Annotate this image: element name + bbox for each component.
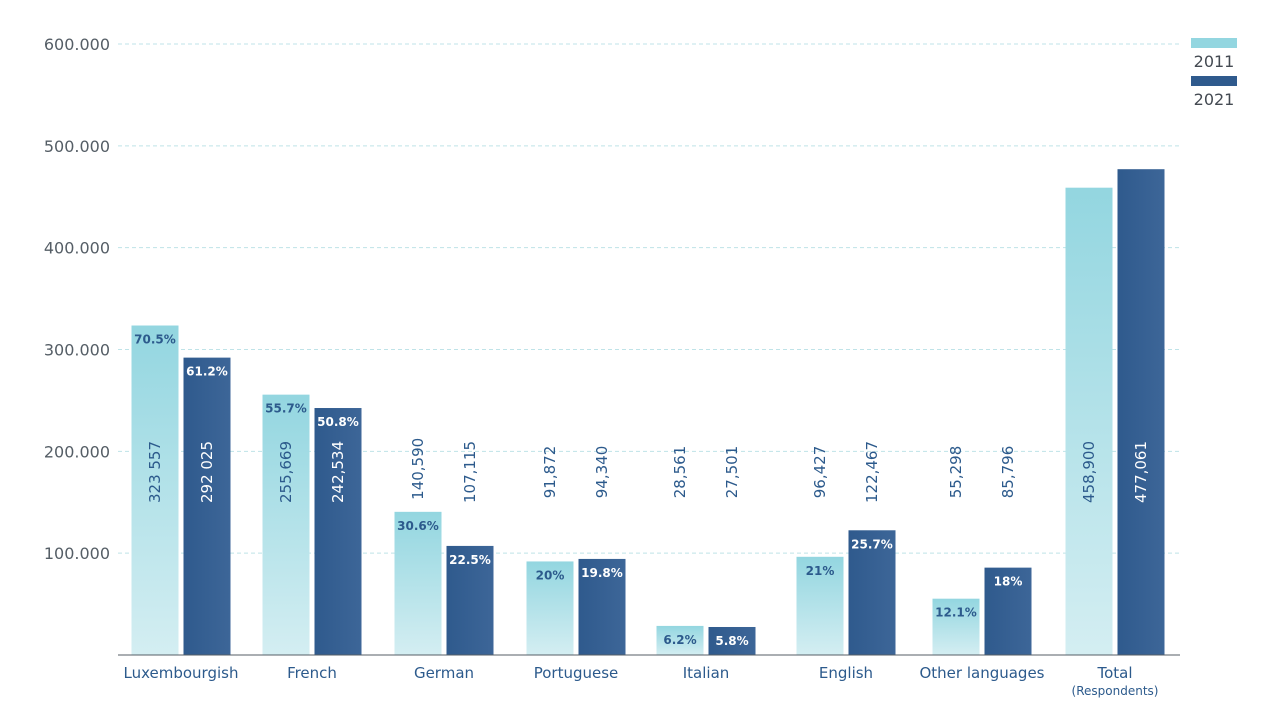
value-label: 94,340	[593, 446, 611, 499]
percent-label: 70.5%	[134, 333, 176, 347]
category-label: Other languages	[919, 664, 1044, 682]
percent-label: 18%	[994, 575, 1023, 589]
category-label: French	[287, 664, 337, 682]
legend-label: 2011	[1194, 52, 1235, 71]
y-tick-label: 300.000	[44, 341, 110, 360]
percent-label: 30.6%	[397, 519, 439, 533]
percent-label: 50.8%	[317, 415, 359, 429]
legend: 2011 2021	[1191, 38, 1237, 109]
bar-2021-other-languages	[984, 567, 1032, 655]
bar-2011-english	[796, 556, 844, 655]
y-tick-label: 100.000	[44, 544, 110, 563]
percent-label: 6.2%	[663, 633, 696, 647]
category-label: Total	[1096, 664, 1132, 682]
value-label: 242,534	[329, 441, 347, 503]
percent-label: 19.8%	[581, 566, 623, 580]
percent-label: 61.2%	[186, 365, 228, 379]
percent-label: 5.8%	[715, 634, 748, 648]
bar-2021-luxembourgish	[183, 357, 231, 655]
bar-2021-french	[314, 408, 362, 655]
value-label: 107,115	[461, 441, 479, 503]
category-label: English	[819, 664, 873, 682]
value-label: 96,427	[811, 446, 829, 499]
bar-2011-portuguese	[526, 561, 574, 655]
category-label: Luxembourgish	[124, 664, 239, 682]
bar-2021-german	[446, 545, 494, 655]
value-label: 292 025	[198, 441, 216, 503]
bar-labels: 70.5% 323 557 61.2% 292 025 55.7% 255,669 50.8…	[134, 333, 1150, 648]
percent-label: 20%	[536, 568, 565, 582]
y-tick-label: 400.000	[44, 239, 110, 258]
bar-2011-luxembourgish	[131, 325, 179, 655]
percent-label: 21%	[806, 564, 835, 578]
y-tick-label: 200.000	[44, 442, 110, 461]
value-label: 122,467	[863, 441, 881, 503]
bar-2021-portuguese	[578, 558, 626, 655]
value-label: 28,561	[671, 446, 689, 499]
bar-2011-french	[262, 394, 310, 655]
category-sublabel: (Respondents)	[1072, 684, 1159, 698]
bar-2011-total	[1065, 187, 1113, 655]
value-label: 91,872	[541, 446, 559, 499]
percent-label: 25.7%	[851, 537, 893, 551]
category-label: Portuguese	[534, 664, 619, 682]
value-label: 458,900	[1080, 441, 1098, 503]
percent-label: 22.5%	[449, 553, 491, 567]
category-label: German	[414, 664, 474, 682]
bar-2011-other-languages	[932, 598, 980, 655]
bar-2021-italian	[708, 626, 756, 655]
value-label: 85,796	[999, 446, 1017, 499]
bar-2011-german	[394, 511, 442, 655]
y-axis-ticks: 100.000 200.000 300.000 400.000 500.000 600.0…	[44, 35, 110, 563]
category-label: Italian	[683, 664, 730, 682]
y-tick-label: 600.000	[44, 35, 110, 54]
bar-2011-italian	[656, 625, 704, 655]
bar-2021-english	[848, 530, 896, 655]
value-label: 323 557	[146, 441, 164, 503]
legend-swatch	[1191, 38, 1237, 48]
percent-label: 55.7%	[265, 402, 307, 416]
x-axis-categories: Luxembourgish French German Portuguese Itali…	[124, 664, 1159, 698]
value-label: 27,501	[723, 446, 741, 499]
value-label: 255,669	[277, 441, 295, 503]
bar-2021-total	[1117, 169, 1165, 656]
legend-label: 2021	[1194, 90, 1235, 109]
value-label: 477,061	[1132, 441, 1150, 503]
percent-label: 12.1%	[935, 606, 977, 620]
value-label: 140,590	[409, 438, 427, 500]
bars	[131, 169, 1165, 656]
legend-swatch	[1191, 76, 1237, 86]
value-label: 55,298	[947, 446, 965, 499]
y-tick-label: 500.000	[44, 137, 110, 156]
